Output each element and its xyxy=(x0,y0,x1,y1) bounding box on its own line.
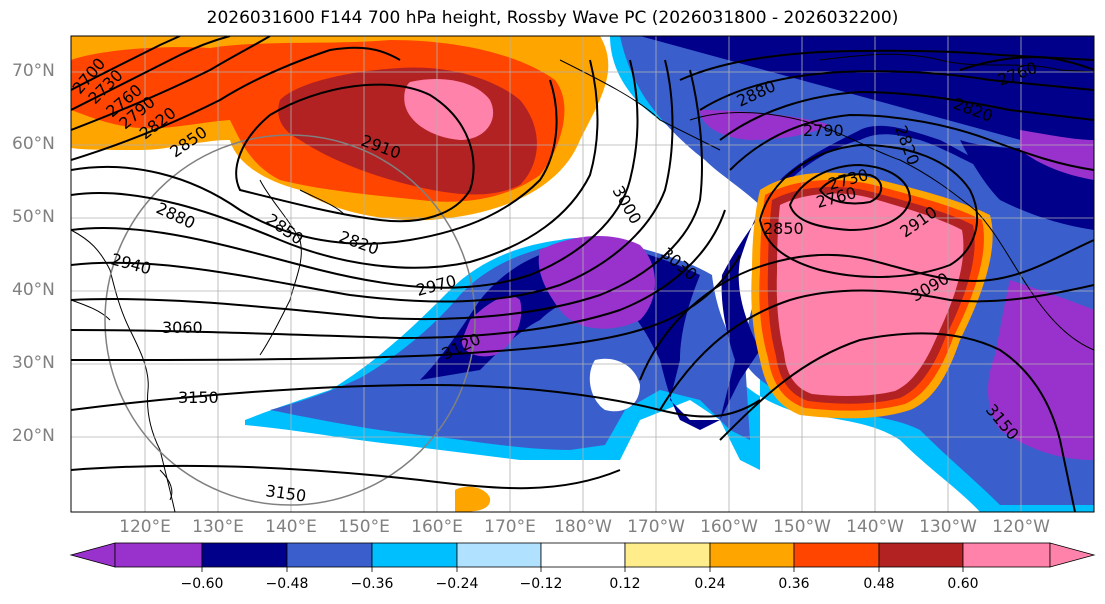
height-contours xyxy=(71,36,1094,512)
colorbar-tick-label: −0.60 xyxy=(180,576,224,592)
lon-label: 120°W xyxy=(992,517,1050,537)
colorbar-tick-label: −0.48 xyxy=(265,576,309,592)
colorbar-swatch xyxy=(878,542,964,568)
contour-label: 3150 xyxy=(178,388,219,407)
gridlines xyxy=(71,36,1094,512)
colorbar-tick-label: −0.24 xyxy=(435,576,479,592)
colorbar-swatch xyxy=(624,542,711,568)
map-title: 2026031600 F144 700 hPa height, Rossby W… xyxy=(206,8,899,28)
colorbar xyxy=(69,542,1096,572)
colorbar-swatch xyxy=(962,542,1051,568)
colorbar-tick-label: 0.60 xyxy=(947,576,979,592)
colorbar-swatch xyxy=(793,542,880,568)
lon-label: 150°E xyxy=(338,517,390,537)
colorbar-swatch xyxy=(540,542,626,568)
colorbar-swatch xyxy=(709,542,795,568)
colorbar-swatch xyxy=(286,542,373,568)
colorbar-swatch xyxy=(114,542,203,568)
lon-label: 160°E xyxy=(411,517,463,537)
colorbar-tick-label: 0.12 xyxy=(609,576,641,592)
lon-label: 150°W xyxy=(773,517,831,537)
lon-label: 170°E xyxy=(484,517,536,537)
colorbar-tick-label: −0.36 xyxy=(350,576,394,592)
lat-label: 60°N xyxy=(12,134,55,154)
lon-label: 130°E xyxy=(192,517,244,537)
colorbar-extend-min xyxy=(69,542,116,568)
colorbar-swatch xyxy=(201,542,288,568)
lon-label: 120°E xyxy=(119,517,171,537)
map-frame xyxy=(70,35,1095,513)
lat-label: 30°N xyxy=(12,353,55,373)
lon-label: 170°W xyxy=(627,517,685,537)
colorbar-tick-label: 0.36 xyxy=(778,576,810,592)
lon-label: 180°W xyxy=(554,517,612,537)
lat-label: 50°N xyxy=(12,207,55,227)
lon-label: 140°E xyxy=(265,517,317,537)
reference-circle xyxy=(104,134,476,506)
lon-label: 130°W xyxy=(919,517,977,537)
lon-label: 160°W xyxy=(700,517,758,537)
shading-layer xyxy=(71,36,1094,512)
lat-label: 40°N xyxy=(12,280,55,300)
colorbar-extend-max xyxy=(1049,542,1096,568)
colorbar-tick-label: 0.24 xyxy=(694,576,726,592)
lat-label: 70°N xyxy=(12,61,55,81)
lon-label: 140°W xyxy=(846,517,904,537)
contour-label: 2790 xyxy=(803,121,844,140)
colorbar-swatch xyxy=(456,542,542,568)
colorbar-tick-label: −0.12 xyxy=(519,576,563,592)
contour-label: 2850 xyxy=(763,219,804,238)
colorbar-swatch xyxy=(371,542,458,568)
colorbar-tick-label: 0.48 xyxy=(863,576,895,592)
contour-label: 3060 xyxy=(162,318,203,337)
lat-label: 20°N xyxy=(12,426,55,446)
